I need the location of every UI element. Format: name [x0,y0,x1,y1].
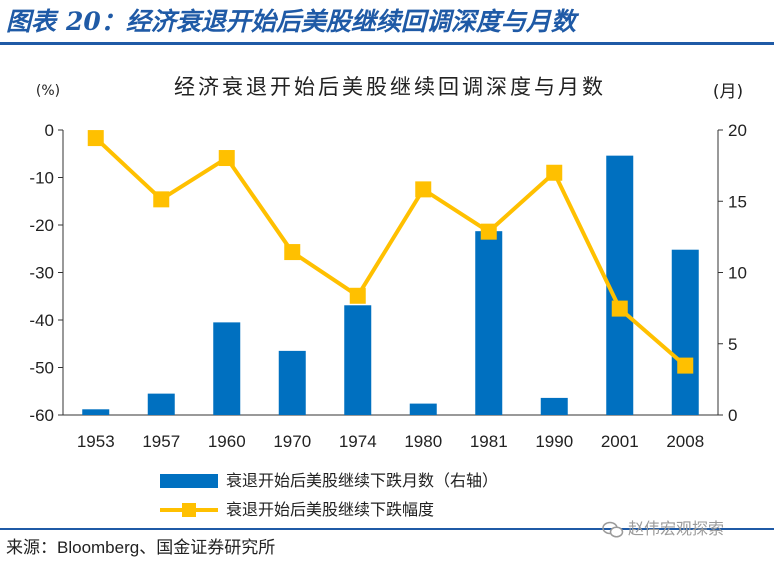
watermark: 赵伟宏观探索 [602,516,724,542]
right-tick-label: 5 [728,335,737,354]
bar [606,155,634,415]
bar [409,403,437,415]
x-tick-label: 1974 [339,432,377,451]
bar [671,249,699,415]
chart: 经济衰退开始后美股继续回调深度与月数 (%) (月) 0 -10 -20 -30 -40… [29,75,747,519]
figure-number: 20： [66,7,126,36]
x-tick-label: 1960 [208,432,246,451]
right-tick-label: 20 [728,121,747,140]
figure-title: 图表 20：经济衰退开始后美股继续回调深度与月数 [6,2,576,42]
x-tick-label: 1957 [142,432,180,451]
wechat-icon [602,521,624,538]
x-tick-label: 2008 [666,432,704,451]
line-point [87,130,104,147]
left-tick-label: -20 [29,216,54,235]
line-point [415,181,432,198]
footer-divider [0,528,774,530]
line-point [349,287,366,304]
drawdown-line [94,136,687,368]
line-point [611,300,628,317]
chart-title: 经济衰退开始后美股继续回调深度与月数 [174,75,606,99]
source-note: 来源：Bloomberg、国金证券研究所 [6,538,276,557]
left-tick-label: 0 [45,121,54,140]
x-tick-label: 1981 [470,432,508,451]
right-tick-label: 15 [728,192,747,211]
bar [278,350,306,415]
bar [344,305,372,415]
left-tick-label: -60 [29,406,54,425]
line-point [284,244,301,261]
left-tick-label: -10 [29,169,54,188]
right-tick-label: 0 [728,406,737,425]
watermark-text: 赵伟宏观探索 [628,519,725,538]
left-tick-label: -40 [29,311,54,330]
line-point [677,357,694,374]
bar [147,393,175,415]
legend-bar-label: 衰退开始后美股继续下跌月数（右轴） [226,471,498,490]
x-tick-label: 2001 [601,432,639,451]
legend-line-marker [182,503,196,517]
line-point [480,223,497,240]
bar [475,231,503,415]
left-tick-label: -30 [29,264,54,283]
x-tick-label: 1990 [535,432,573,451]
plot-area: 0 -10 -20 -30 -40 -50 -60 20 15 10 5 0 1953 1957 1960 1… [29,121,747,451]
title-divider [0,42,774,45]
bar [540,397,568,415]
x-tick-label: 1980 [404,432,442,451]
right-axis-unit: (月) [713,82,743,102]
right-tick-label: 10 [728,264,747,283]
line-point [218,150,235,167]
left-tick-label: -50 [29,359,54,378]
x-tick-label: 1953 [77,432,115,451]
figure-title-text: 经济衰退开始后美股继续回调深度与月数 [125,7,576,36]
figure-label: 图表 [6,7,57,36]
line-point [153,191,170,208]
bar [82,409,110,415]
legend-bar-swatch [160,474,218,488]
left-axis-unit: (%) [36,83,60,99]
legend: 衰退开始后美股继续下跌月数（右轴） 衰退开始后美股继续下跌幅度 [160,471,498,519]
bar [213,322,241,415]
legend-line-label: 衰退开始后美股继续下跌幅度 [226,500,434,519]
x-tick-label: 1970 [273,432,311,451]
line-point [546,164,563,181]
